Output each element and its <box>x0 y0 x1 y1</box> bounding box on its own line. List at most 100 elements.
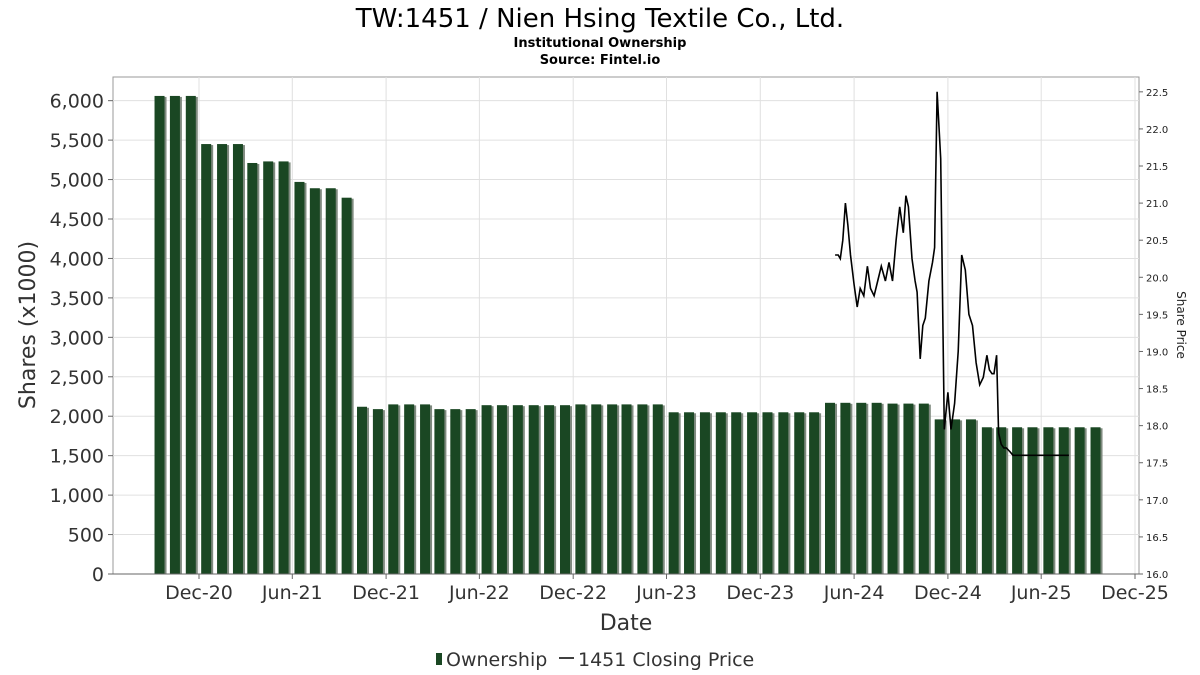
y2-tick-label: 19.0 <box>1146 347 1168 358</box>
ownership-bar <box>934 419 945 574</box>
ownership-bar <box>357 406 368 574</box>
ownership-bar <box>778 412 789 574</box>
ownership-bar <box>575 404 586 574</box>
ownership-bar <box>871 402 882 574</box>
ownership-bars <box>154 95 1103 575</box>
ownership-bar <box>715 412 726 574</box>
chart-subtitle: Institutional Ownership <box>514 36 687 51</box>
y-tick-label: 1,500 <box>50 446 104 468</box>
ownership-bar <box>950 419 961 574</box>
y2-tick-label: 18.0 <box>1146 422 1168 433</box>
ownership-bar <box>465 409 476 574</box>
x-tick-label: Dec-25 <box>1101 582 1169 604</box>
ownership-bar <box>699 412 710 574</box>
ownership-bar <box>809 412 820 574</box>
y-axis-left: 0 500 1,000 1,500 2,000 2,500 3,000 3,500 4,000 4… <box>50 91 113 586</box>
y2-axis-label: Share Price <box>1174 291 1188 359</box>
ownership-bar <box>404 404 415 574</box>
ownership-bar <box>887 403 898 574</box>
ownership-bar <box>544 405 555 574</box>
ownership-bar <box>1012 427 1023 574</box>
ownership-bar <box>496 405 507 574</box>
ownership-bar <box>731 412 742 574</box>
y-tick-label: 1,000 <box>50 485 104 507</box>
ownership-bar <box>747 412 758 574</box>
ownership-bar <box>247 162 258 574</box>
ownership-bar <box>637 404 648 574</box>
y2-tick-label: 17.0 <box>1146 496 1168 507</box>
ownership-bar <box>1043 427 1054 574</box>
ownership-bar <box>201 144 212 575</box>
chart-source: Source: Fintel.io <box>540 53 661 68</box>
ownership-bar <box>559 405 570 574</box>
y2-tick-label: 18.5 <box>1146 385 1168 396</box>
ownership-bar <box>996 427 1007 574</box>
y-axis-label: Shares (x1000) <box>16 241 41 409</box>
x-tick-label: Dec-22 <box>539 582 607 604</box>
legend: Ownership 1451 Closing Price <box>436 649 754 671</box>
ownership-bar <box>825 402 836 574</box>
x-tick-label: Jun-22 <box>448 582 510 604</box>
ownership-bar <box>965 419 976 574</box>
ownership-bar <box>185 95 196 574</box>
x-tick-label: Dec-23 <box>726 582 794 604</box>
y2-tick-label: 20.5 <box>1146 236 1168 247</box>
ownership-bar <box>794 412 805 574</box>
ownership-bar <box>388 404 399 574</box>
y-tick-label: 5,000 <box>50 170 104 192</box>
legend-ownership-swatch <box>436 653 442 665</box>
y2-tick-label: 20.0 <box>1146 273 1168 284</box>
ownership-bar <box>341 197 352 574</box>
x-tick-label: Jun-24 <box>823 582 885 604</box>
y2-tick-label: 19.5 <box>1146 310 1168 321</box>
ownership-bar <box>528 405 539 574</box>
ownership-bar <box>1090 427 1101 574</box>
y-tick-label: 2,000 <box>50 406 104 428</box>
y-tick-label: 500 <box>68 525 104 547</box>
ownership-bar <box>169 95 180 574</box>
ownership-bar <box>607 404 618 574</box>
y-tick-label: 5,500 <box>50 130 104 152</box>
ownership-bar <box>232 144 243 575</box>
y2-tick-label: 16.5 <box>1146 533 1168 544</box>
ownership-bar <box>278 161 289 574</box>
y2-tick-label: 21.5 <box>1146 162 1168 173</box>
x-tick-label: Dec-24 <box>914 582 982 604</box>
ownership-bar <box>325 188 336 574</box>
y-tick-label: 4,500 <box>50 209 104 231</box>
y-tick-label: 2,500 <box>50 367 104 389</box>
y2-tick-label: 21.0 <box>1146 199 1168 210</box>
price-line <box>835 91 1069 457</box>
legend-price-label: 1451 Closing Price <box>578 649 754 671</box>
x-tick-label: Jun-21 <box>261 582 323 604</box>
y-axis-right: 16.0 16.5 17.0 17.5 18.0 18.5 19.0 19.5 20.0 20.5… <box>1139 88 1168 581</box>
ownership-bar <box>309 188 320 574</box>
ownership-bar <box>668 412 679 574</box>
x-tick-label: Dec-21 <box>352 582 420 604</box>
ownership-bar <box>684 412 695 574</box>
ownership-bar <box>1074 427 1085 574</box>
ownership-bar <box>420 404 431 574</box>
y-tick-label: 6,000 <box>50 91 104 113</box>
ownership-bar <box>154 95 165 574</box>
x-tick-label: Jun-23 <box>635 582 697 604</box>
ownership-bar <box>263 161 274 574</box>
legend-ownership-label: Ownership <box>446 649 547 671</box>
ownership-bar <box>372 409 383 574</box>
ownership-bar <box>217 144 228 575</box>
ownership-bar <box>621 404 632 574</box>
ownership-bar <box>512 405 523 574</box>
ownership-bar <box>481 405 492 574</box>
y2-tick-label: 16.0 <box>1146 570 1168 581</box>
y-tick-label: 3,500 <box>50 288 104 310</box>
ownership-bar <box>981 427 992 574</box>
y-tick-label: 0 <box>92 564 104 586</box>
x-tick-label: Jun-25 <box>1010 582 1072 604</box>
x-axis-label: Date <box>600 611 653 636</box>
ownership-bar <box>591 404 602 574</box>
y2-tick-label: 17.5 <box>1146 459 1168 470</box>
ownership-bar <box>1027 427 1038 574</box>
ownership-bar <box>652 404 663 574</box>
chart-title: TW:1451 / Nien Hsing Textile Co., Ltd. <box>355 4 844 34</box>
